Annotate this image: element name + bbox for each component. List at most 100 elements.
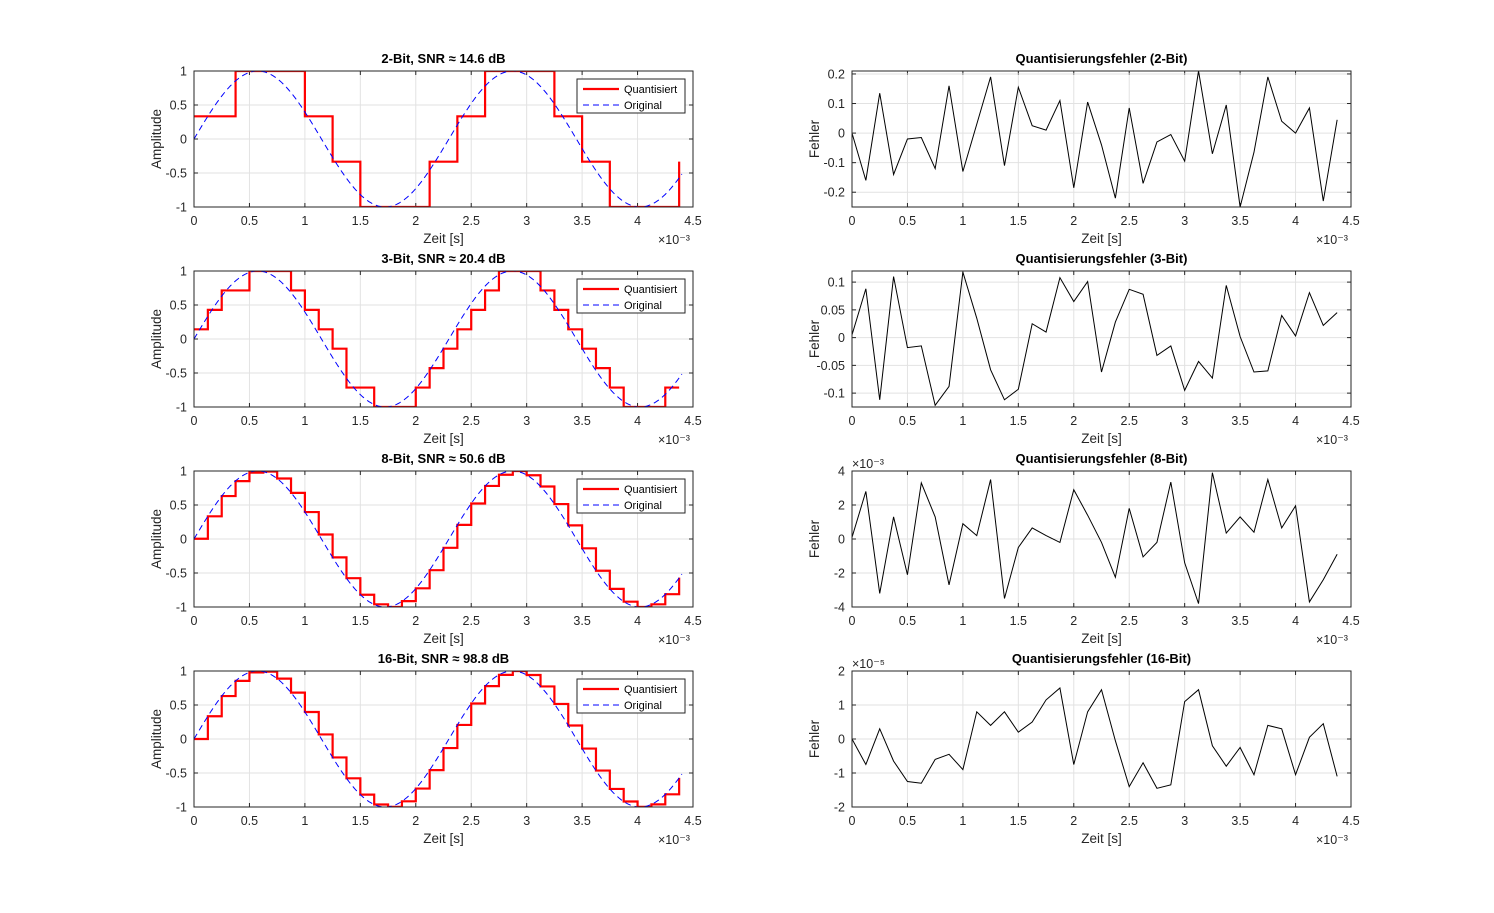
series-original-line [194,71,683,207]
x-tick-label: 2.5 [1121,414,1138,428]
y-tick-label: 0.5 [170,299,187,313]
x-tick-label: 0.5 [899,414,916,428]
plot-area [852,271,1351,407]
axes-frame [851,470,1352,608]
y-tick-label: -0.1 [823,156,845,170]
data-layer [852,687,1338,789]
y-tick-label: 1 [838,699,845,713]
y-tick-label: -0.5 [165,367,187,381]
x-tick-label: 1.5 [352,614,369,628]
x-tick-label: 1 [301,614,308,628]
y-tick-label: 0.1 [828,97,845,111]
x-exponent-label: ×10⁻³ [1316,433,1348,447]
x-tick-label: 4 [634,214,641,228]
x-tick-label: 4.5 [684,814,701,828]
x-tick-label: 3 [1181,414,1188,428]
series-original-line [194,271,683,407]
x-tick-label: 0 [191,414,198,428]
y-axis-label: Amplitude [149,109,164,169]
x-tick-label: 2.5 [1121,614,1138,628]
x-tick-label: 0 [849,814,856,828]
legend-label: Original [624,700,662,712]
x-tick-label: 3.5 [1231,214,1248,228]
x-tick-label: 1 [959,414,966,428]
series-quantisiert-line [194,271,680,407]
y-tick-label: -1 [176,601,187,615]
x-tick-label: 3.5 [1231,814,1248,828]
y-tick-label: 2 [838,665,845,679]
data-layer [852,271,1338,407]
x-tick-label: 2 [412,214,419,228]
series-original-line [194,671,683,807]
x-axis-label: Zeit [s] [423,431,464,446]
x-tick-label: 0.5 [241,814,258,828]
x-axis-label: Zeit [s] [1081,631,1122,646]
x-tick-label: 0 [191,814,198,828]
y-tick-label: 0.5 [170,499,187,513]
x-tick-label: 0.5 [241,214,258,228]
x-tick-label: 1.5 [1010,414,1027,428]
y-tick-label: 0.1 [828,276,845,290]
x-tick-label: 0 [849,214,856,228]
y-axis-label: Fehler [807,519,822,558]
x-tick-label: 1 [301,214,308,228]
subplot-1: 0 0.5 1 1.5 2 2.5 3 3.5 4 4.5 -1 -0.5 0 0.5 1 2-Bit, SN… [149,51,702,247]
x-tick-label: 1.5 [352,414,369,428]
data-layer [194,71,683,207]
legend-label: Quantisiert [624,684,677,696]
subplot-4: 0 0.5 1 1.5 2 2.5 3 3.5 4 4.5 -0.1 -0.05 0 0.05 0.1 Qua… [807,251,1360,447]
legend: Quantisiert Original [576,478,686,514]
axes-frame [851,270,1352,408]
series-fehler-line [852,687,1338,789]
x-tick-label: 0.5 [899,814,916,828]
y-tick-label: 0 [838,733,845,747]
x-axis-label: Zeit [s] [423,231,464,246]
legend-label: Original [624,100,662,112]
x-tick-label: 3 [523,814,530,828]
y-tick-label: 0 [838,331,845,345]
x-tick-label: 2 [1070,214,1077,228]
axes-frame [851,70,1352,208]
y-axis-label: Amplitude [149,509,164,569]
x-tick-label: 2 [412,814,419,828]
subplot-title: 8-Bit, SNR ≈ 50.6 dB [381,451,505,466]
axes-frame [193,70,694,208]
y-exponent-label: ×10⁻⁵ [852,657,885,671]
legend-label: Quantisiert [624,284,677,296]
x-tick-label: 4.5 [1342,214,1359,228]
x-tick-label: 3.5 [1231,414,1248,428]
y-axis-label: Amplitude [149,309,164,369]
x-tick-label: 0 [191,614,198,628]
subplot-2: 0 0.5 1 1.5 2 2.5 3 3.5 4 4.5 -0.2 -0.1 0 0.1 0.2 Quant… [807,51,1360,247]
series-original-line [194,471,683,607]
y-tick-label: 0 [180,333,187,347]
x-tick-label: 4 [1292,214,1299,228]
legend-label: Original [624,500,662,512]
x-exponent-label: ×10⁻³ [1316,233,1348,247]
data-layer [852,472,1338,604]
x-tick-label: 4 [1292,814,1299,828]
series-quantisiert-line [194,71,681,207]
y-tick-label: -0.05 [817,359,846,373]
data-layer [194,471,683,607]
x-axis-label: Zeit [s] [423,631,464,646]
x-tick-label: 4.5 [684,614,701,628]
subplot-title: Quantisierungsfehler (8-Bit) [1016,451,1188,466]
x-exponent-label: ×10⁻³ [1316,633,1348,647]
legend-label: Quantisiert [624,84,677,96]
y-tick-label: -0.5 [165,167,187,181]
legend-box [576,678,686,714]
x-tick-label: 0 [849,414,856,428]
y-axis-label: Amplitude [149,709,164,769]
subplot-title: 16-Bit, SNR ≈ 98.8 dB [378,651,509,666]
x-tick-label: 0 [849,614,856,628]
y-tick-label: 0 [838,127,845,141]
subplot-title: Quantisierungsfehler (3-Bit) [1016,251,1188,266]
y-tick-label: -0.1 [823,387,845,401]
y-axis-label: Fehler [807,319,822,358]
x-tick-label: 0 [191,214,198,228]
x-tick-label: 4.5 [684,414,701,428]
x-tick-label: 3 [1181,214,1188,228]
x-tick-label: 4 [634,614,641,628]
x-tick-label: 4.5 [684,214,701,228]
